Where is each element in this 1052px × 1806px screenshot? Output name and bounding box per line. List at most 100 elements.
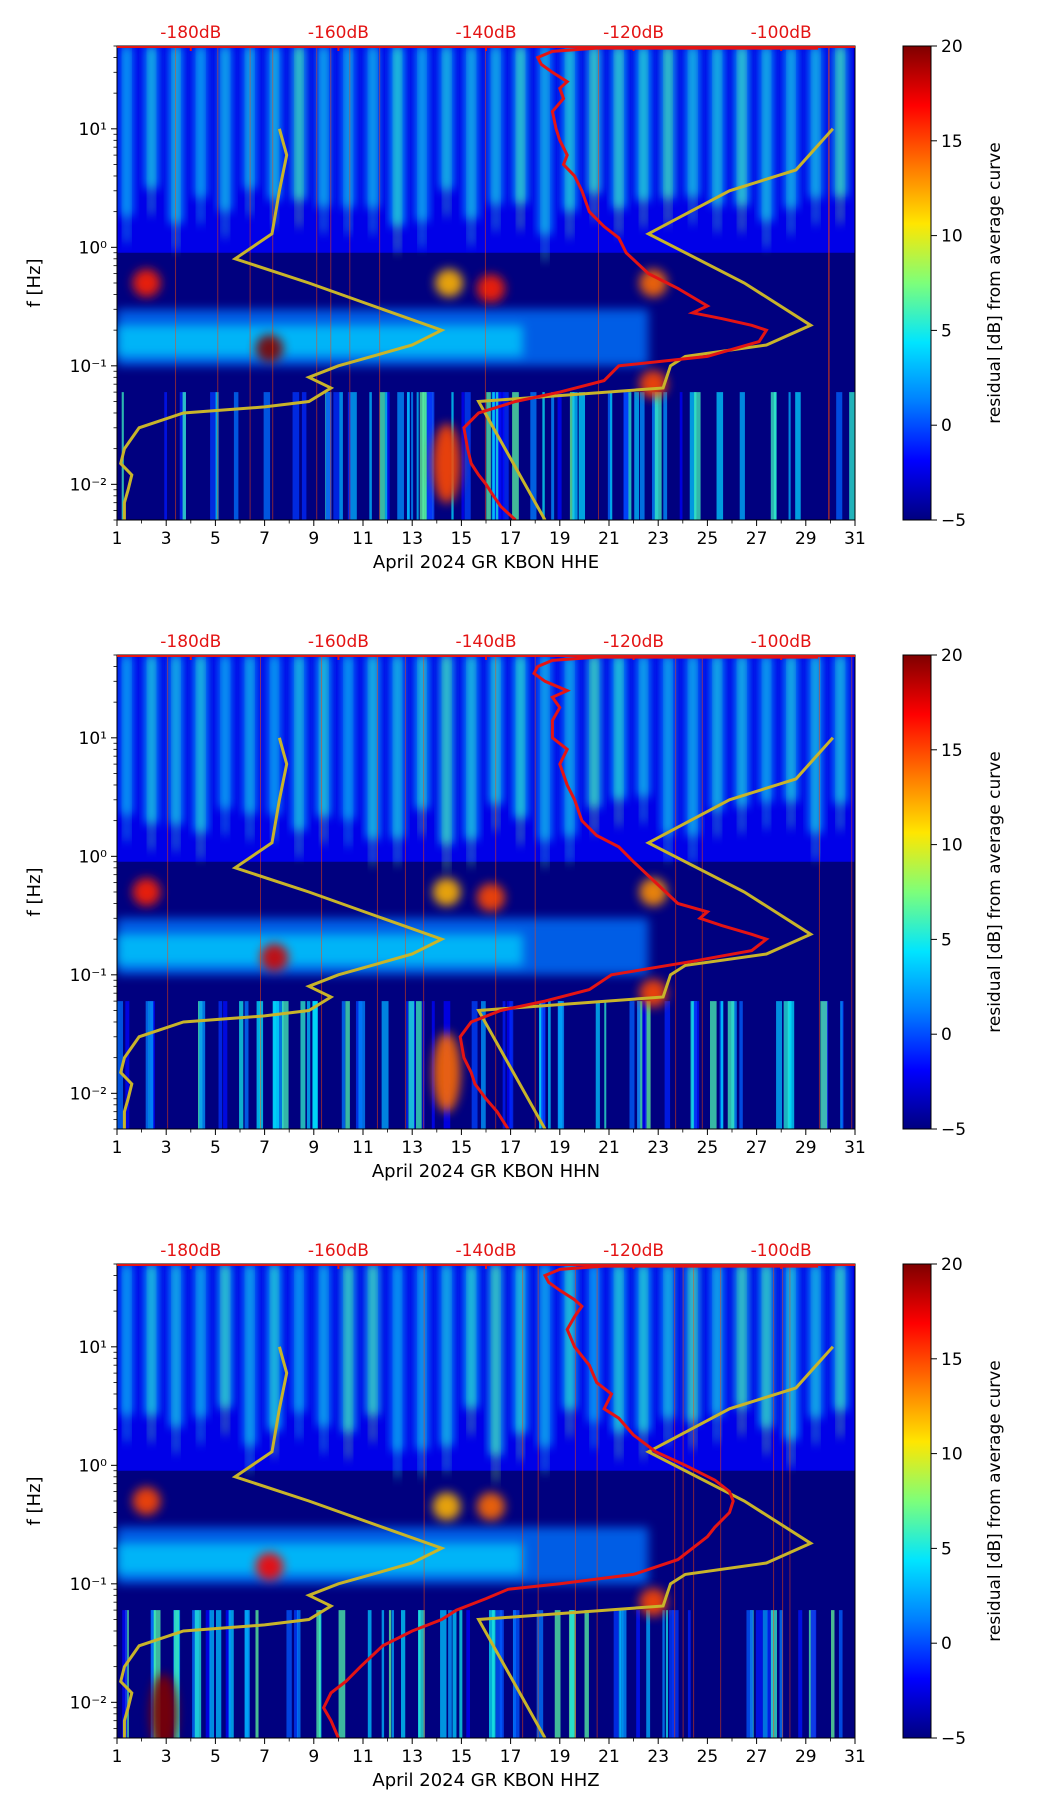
colorbar-tick-label: 20: [941, 646, 963, 666]
x-tick-label: 13: [401, 1138, 423, 1158]
x-tick-label: 29: [795, 1138, 817, 1158]
x-tick-label: 9: [308, 1747, 319, 1767]
top-tick-label: -140dB: [455, 1241, 516, 1261]
colorbar-tick-label: −5: [941, 511, 966, 531]
colorbar: 20 15 10 5 0 −5 residual [dB] from average cur…: [902, 1255, 1005, 1749]
hotspot-4: [149, 1673, 178, 1738]
y-axis-label: f [Hz]: [24, 867, 45, 916]
hotspot-2: [432, 1492, 461, 1521]
x-tick-label: 29: [795, 1747, 817, 1767]
top-tick-label: -180dB: [160, 632, 221, 652]
x-tick-label: 19: [549, 1138, 571, 1158]
y-tick-label: 10⁻¹: [70, 357, 107, 377]
x-tick-label: 3: [161, 1747, 172, 1767]
x-tick-label: 1: [112, 1747, 123, 1767]
hotspot-3: [476, 1492, 505, 1521]
colorbar: 20 15 10 5 0 −5 residual [dB] from average cur…: [902, 646, 1005, 1140]
x-tick-label: 25: [697, 529, 719, 549]
x-axis-label: April 2024 GR KBON HHN: [372, 1161, 600, 1182]
x-tick-label: 5: [210, 1747, 221, 1767]
x-tick-label: 7: [259, 1747, 270, 1767]
x-tick-label: 21: [598, 529, 620, 549]
x-tick-label: 27: [746, 529, 768, 549]
x-tick-label: 27: [746, 1138, 768, 1158]
hotspot-0: [132, 1487, 161, 1515]
colorbar-gradient: [902, 1263, 932, 1739]
model-curve-low: [119, 1346, 446, 1738]
colorbar-tick-label: 0: [941, 416, 952, 436]
top-tick-label: -160dB: [308, 632, 369, 652]
colorbar-tick-label: 0: [941, 1025, 952, 1045]
x-tick-label: 5: [210, 1138, 221, 1158]
x-tick-label: 17: [500, 529, 522, 549]
x-tick-label: 21: [598, 1138, 620, 1158]
noise-curve: [321, 1264, 819, 1738]
hotspot-5: [639, 1588, 668, 1617]
x-tick-label: 25: [697, 1747, 719, 1767]
colorbar-tick-label: 10: [941, 1445, 963, 1465]
colorbar-tick-label: 20: [941, 1255, 963, 1275]
x-tick-label: 27: [746, 1747, 768, 1767]
colorbar-tick-label: −5: [941, 1120, 966, 1140]
x-tick-label: 15: [451, 1747, 473, 1767]
model-curve-high: [476, 127, 835, 520]
top-tick-label: -100dB: [751, 1241, 812, 1261]
colorbar-label: residual [dB] from average curve: [985, 1360, 1005, 1641]
colorbar-tick-label: 10: [941, 227, 963, 247]
colorbar: 20 15 10 5 0 −5 residual [dB] from average cur…: [902, 37, 1005, 531]
colorbar-tick-label: 5: [941, 930, 952, 950]
y-tick-label: 10⁻²: [70, 1693, 107, 1713]
x-tick-label: 1: [112, 1138, 123, 1158]
hotspot-4: [432, 423, 461, 504]
x-tick-label: 11: [352, 529, 374, 549]
colorbar-tick-label: 5: [941, 321, 952, 341]
x-tick-label: 19: [549, 1747, 571, 1767]
noise-curve: [458, 655, 819, 1129]
x-tick-label: 15: [451, 1138, 473, 1158]
x-tick-label: 11: [352, 1138, 374, 1158]
x-tick-label: 13: [401, 529, 423, 549]
top-tick-label: -120dB: [603, 1241, 664, 1261]
hotspot-2: [435, 269, 464, 297]
spectrogram: [117, 655, 855, 1129]
y-tick-label: 10⁰: [79, 238, 108, 258]
x-tick-label: 23: [647, 1747, 669, 1767]
colorbar-label: residual [dB] from average curve: [985, 751, 1005, 1032]
x-tick-label: 25: [697, 1138, 719, 1158]
hotspot-3: [476, 883, 505, 912]
x-tick-label: 9: [308, 529, 319, 549]
top-tick-label: -120dB: [603, 23, 664, 43]
hotspot-6: [639, 979, 668, 1008]
x-tick-label: 17: [500, 1138, 522, 1158]
y-tick-label: 10⁰: [79, 1456, 108, 1476]
model-curve-low: [119, 128, 446, 520]
y-axis-label: f [Hz]: [24, 258, 45, 307]
x-tick-label: 23: [647, 1138, 669, 1158]
hotspot-5: [639, 269, 668, 297]
hotspot-3: [476, 274, 505, 303]
colorbar-tick-label: −5: [941, 1729, 966, 1749]
top-tick-label: -140dB: [455, 632, 516, 652]
colorbar-tick-label: 20: [941, 37, 963, 57]
top-tick-label: -160dB: [308, 1241, 369, 1261]
top-tick-label: -180dB: [160, 1241, 221, 1261]
hotspot-2: [432, 878, 461, 906]
y-tick-label: 10⁻¹: [70, 1575, 107, 1595]
hotspot-1: [255, 334, 284, 363]
hotspot-0: [132, 878, 161, 906]
colorbar-tick-label: 15: [941, 132, 963, 152]
x-tick-label: 21: [598, 1747, 620, 1767]
x-tick-label: 19: [549, 529, 571, 549]
x-tick-label: 23: [647, 529, 669, 549]
x-axis-label: April 2024 GR KBON HHZ: [372, 1770, 599, 1791]
colorbar-label: residual [dB] from average curve: [985, 142, 1005, 423]
y-tick-label: 10⁻¹: [70, 966, 107, 986]
y-tick-label: 10¹: [79, 120, 107, 140]
noise-curve: [462, 46, 819, 520]
top-tick-label: -100dB: [751, 632, 812, 652]
model-curve-low: [119, 737, 446, 1129]
x-tick-label: 7: [259, 529, 270, 549]
top-tick-label: -100dB: [751, 23, 812, 43]
